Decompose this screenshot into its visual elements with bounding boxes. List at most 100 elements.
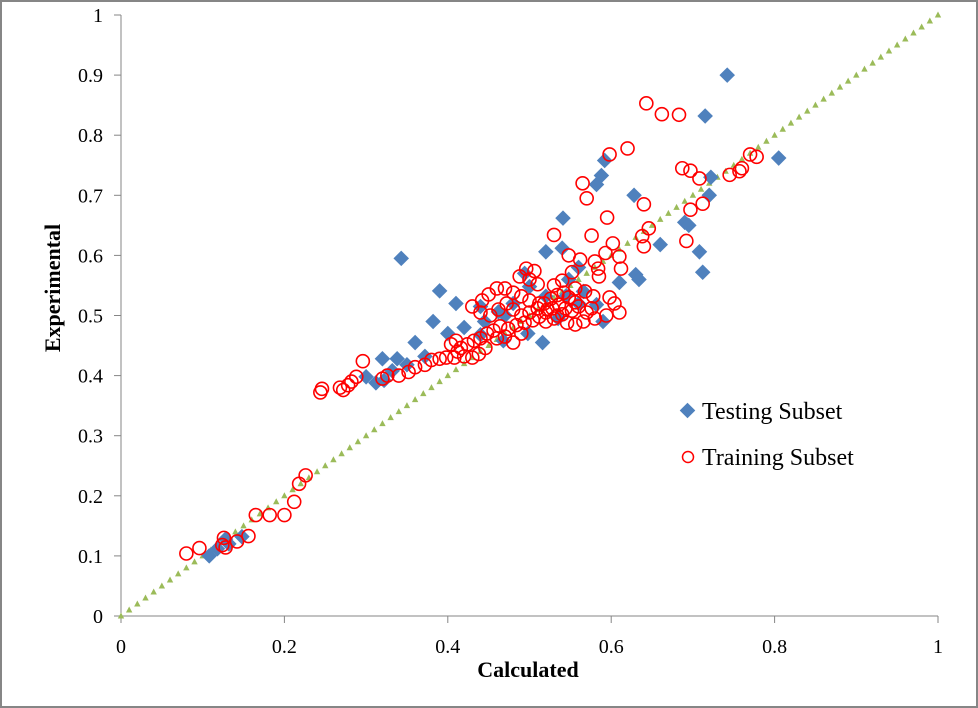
training-point — [514, 288, 529, 304]
testing-point — [626, 187, 642, 204]
testing-point — [407, 334, 423, 351]
ideal-line-point — [330, 456, 337, 463]
ideal-line-point — [142, 594, 149, 601]
testing-point — [681, 217, 697, 234]
y-tick-label: 0.2 — [78, 486, 103, 508]
training-point — [344, 374, 359, 389]
testing-point — [703, 169, 719, 186]
training-point — [732, 163, 747, 179]
ideal-line-point — [828, 89, 835, 96]
ideal-line-point — [371, 426, 378, 433]
ideal-line-point — [281, 492, 288, 499]
training-point — [215, 537, 230, 553]
training-point — [447, 350, 462, 365]
training-point — [448, 333, 464, 349]
training-point — [692, 171, 707, 186]
training-point — [277, 507, 292, 523]
testing-point — [374, 350, 391, 367]
testing-point — [538, 244, 554, 260]
training-point — [332, 380, 348, 395]
ideal-line-point — [387, 414, 394, 421]
training-point — [375, 371, 390, 386]
ideal-line-point — [346, 444, 353, 451]
training-point — [564, 264, 580, 280]
training-point — [489, 331, 505, 346]
ideal-line-point — [134, 600, 141, 607]
ideal-line-point — [648, 221, 656, 228]
y-tick-label: 0 — [93, 606, 103, 628]
legend-item-testing: Testing Subset — [679, 399, 843, 425]
legend-item-training: Training Subset — [681, 445, 854, 471]
training-point — [612, 249, 627, 264]
ideal-line-point — [624, 239, 631, 246]
training-point — [584, 300, 599, 316]
ideal-line-point — [289, 486, 296, 493]
training-point — [636, 239, 652, 254]
training-point — [522, 293, 537, 308]
y-tick-label: 0.7 — [78, 185, 103, 207]
ideal-line-point — [665, 209, 672, 216]
training-point — [591, 269, 607, 284]
legend-label-testing: Testing Subset — [702, 399, 843, 425]
testing-point — [555, 210, 571, 226]
x-tick-label: 0.2 — [272, 636, 297, 658]
training-point — [241, 528, 256, 544]
training-point — [417, 357, 433, 373]
training-point — [262, 507, 277, 523]
training-point — [291, 476, 307, 492]
ideal-line-point — [763, 137, 770, 144]
ideal-line-point — [379, 420, 386, 427]
y-tick-label: 0.1 — [78, 546, 103, 568]
training-point — [313, 385, 328, 400]
ideal-line-point — [771, 131, 778, 138]
training-point — [456, 349, 472, 364]
y-tick-label: 0.4 — [78, 366, 103, 388]
ideal-line-point — [853, 71, 860, 78]
ideal-line-point — [885, 47, 893, 54]
legend: Testing Subset Training Subset — [679, 399, 854, 471]
training-point — [517, 315, 532, 331]
testing-series — [201, 67, 787, 564]
legend-label-training: Training Subset — [702, 445, 854, 471]
training-point — [500, 321, 516, 337]
ideal-line-point — [436, 378, 443, 385]
training-point — [505, 285, 521, 300]
x-tick-label: 0.4 — [435, 636, 460, 658]
training-point — [509, 317, 524, 333]
training-point — [639, 96, 654, 111]
testing-point — [697, 108, 713, 124]
ideal-line-point — [738, 155, 746, 162]
ideal-line-point — [877, 53, 885, 60]
training-point — [530, 276, 545, 292]
ideal-line-point — [926, 17, 934, 24]
y-tick-label: 0.9 — [78, 65, 103, 87]
ideal-line-point — [836, 83, 844, 90]
axes — [114, 14, 939, 623]
ideal-line-point — [395, 408, 402, 415]
training-point — [679, 233, 694, 249]
training-point — [620, 141, 635, 156]
training-point — [505, 335, 521, 350]
training-point — [538, 314, 554, 329]
training-series — [179, 96, 764, 561]
testing-point — [611, 274, 628, 291]
ideal-line-point — [575, 275, 582, 282]
legend-circle-icon — [681, 450, 695, 464]
x-tick-label: 0 — [116, 636, 126, 658]
x-tick-label: 0.6 — [599, 636, 624, 658]
training-point — [683, 202, 698, 218]
training-point — [599, 210, 615, 225]
training-point — [497, 281, 513, 296]
training-point — [654, 106, 670, 122]
training-point — [556, 285, 572, 300]
testing-point — [448, 295, 464, 312]
training-point — [607, 296, 622, 311]
training-point — [438, 350, 454, 365]
testing-point — [588, 176, 605, 193]
testing-point — [701, 187, 718, 204]
ideal-line-point — [273, 498, 280, 505]
ideal-line-point — [420, 390, 427, 397]
training-point — [478, 340, 493, 356]
ideal-line-point — [485, 342, 492, 349]
training-point — [734, 160, 750, 176]
